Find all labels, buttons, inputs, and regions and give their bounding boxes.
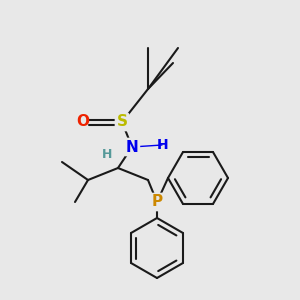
Text: H: H	[102, 148, 112, 160]
Text: S: S	[116, 115, 128, 130]
Text: P: P	[152, 194, 163, 209]
Text: H: H	[157, 138, 169, 152]
Text: O: O	[76, 115, 89, 130]
Text: N: N	[126, 140, 138, 154]
